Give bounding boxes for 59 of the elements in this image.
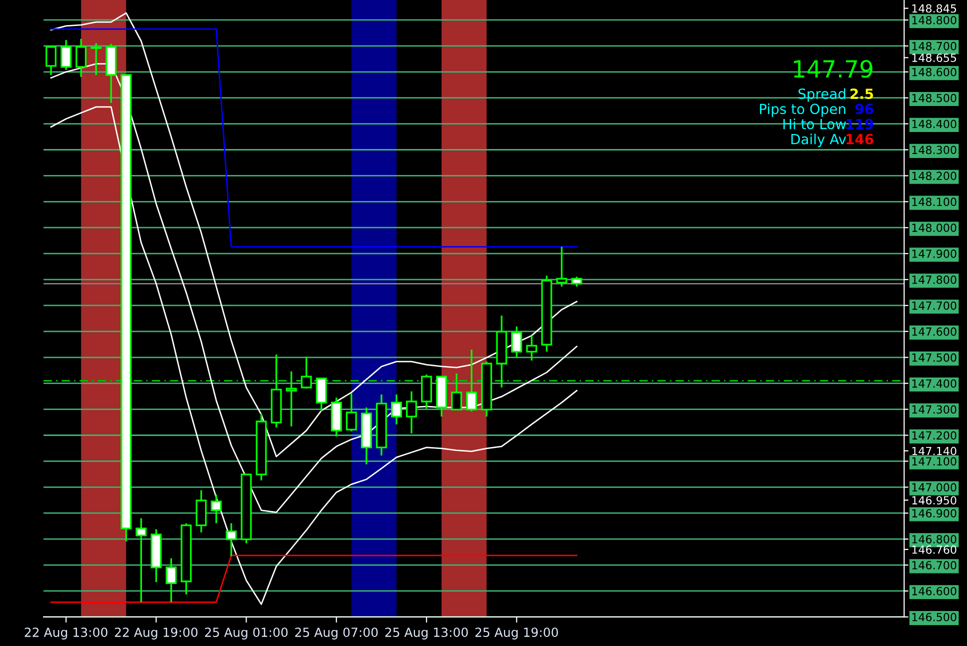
y-tick-label: 146.950 [912, 496, 956, 505]
y-tick-label: 147.140 [912, 446, 956, 456]
y-tick-label: 148.300 [912, 146, 956, 154]
candlestick [46, 46, 57, 76]
y-tick-label: 148.000 [912, 224, 956, 232]
x-tick-label: 25 Aug 07:00 [295, 628, 378, 640]
y-tick-label: 148.400 [912, 120, 956, 128]
y-tick-label: 146.700 [912, 560, 956, 570]
y-tick-label: 147.000 [912, 483, 956, 492]
y-tick-label: 147.800 [912, 276, 956, 284]
y-tick-label: 147.600 [912, 327, 956, 336]
text: Pips to Open [760, 103, 846, 117]
candlestick [346, 392, 357, 432]
candlestick [226, 522, 237, 558]
candlestick [571, 276, 582, 288]
y-tick-label: 148.100 [912, 198, 956, 206]
candlestick [451, 372, 462, 410]
text: 146 [846, 134, 874, 144]
y-tick-label: 148.600 [912, 68, 956, 76]
y-tick-label: 148.845 [912, 4, 956, 13]
x-tick-label: 25 Aug 19:00 [475, 628, 558, 640]
y-tick-label: 146.600 [912, 586, 956, 596]
text: Daily Av [791, 134, 846, 148]
line-series [50, 12, 578, 458]
candlestick [90, 42, 102, 76]
y-tick-label: 146.760 [912, 545, 956, 554]
candlestick [511, 326, 522, 358]
y-tick-label: 147.500 [912, 353, 956, 362]
candlestick [556, 246, 568, 288]
y-tick-label: 147.100 [912, 457, 956, 466]
y-tick-label: 148.500 [912, 94, 956, 102]
x-tick-label: 22 Aug 13:00 [24, 628, 108, 640]
y-tick-label: 148.700 [912, 42, 956, 50]
text: 2.5 [850, 88, 874, 100]
y-tick-label: 147.700 [912, 301, 956, 310]
candlestick [466, 348, 478, 412]
candlestick [136, 517, 147, 603]
x-tick-label: 25 Aug 01:00 [205, 628, 288, 640]
y-tick-label: 146.800 [912, 535, 956, 544]
text: 96 [855, 104, 874, 114]
candlestick [406, 390, 417, 434]
x-tick-label: 25 Aug 13:00 [385, 628, 468, 640]
y-tick-label: 146.900 [912, 509, 956, 518]
y-tick-label: 146.500 [912, 612, 956, 622]
candlestick [526, 334, 538, 362]
y-tick-label: 147.300 [912, 405, 956, 414]
y-tick-label: 147.200 [912, 431, 956, 440]
candlestick [286, 370, 297, 428]
y-tick-label: 148.655 [912, 54, 956, 62]
y-tick-label: 147.900 [912, 250, 956, 258]
x-tick-label: 22 Aug 19:00 [114, 628, 198, 640]
candlestick [210, 494, 222, 524]
candlestick [390, 394, 402, 426]
y-tick-label: 148.800 [912, 16, 956, 24]
candlestick [76, 38, 87, 78]
y-tick-label: 147.400 [912, 379, 956, 388]
candlestick [166, 557, 177, 603]
candlestick [300, 356, 312, 390]
y-tick-label: 148.200 [912, 172, 956, 180]
